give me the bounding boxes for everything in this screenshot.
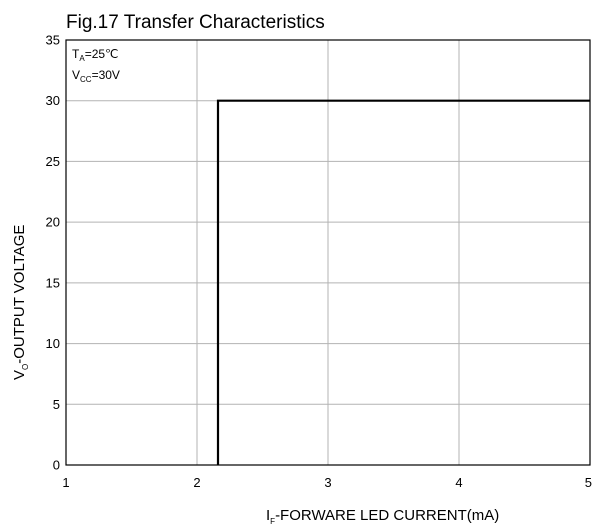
plot-frame [65,39,591,466]
condition-vcc: VCC=30V [72,68,120,84]
condition-vcc-main: V [72,68,80,82]
x-tick-label-0: 1 [62,475,69,490]
condition-ta-sub: A [79,54,85,63]
y-tick-label-3: 15 [46,275,60,290]
condition-ta-main: T [72,47,80,61]
series-line-0 [216,99,590,465]
chart-title: Fig.17 Transfer Characteristics [66,12,325,33]
y-tick-labels: 0 5 10 15 20 25 30 35 [46,33,60,473]
y-tick-label-7: 35 [46,33,60,48]
y-tick-label-4: 20 [46,215,60,230]
y-tick-label-5: 25 [46,154,60,169]
condition-ta: TA=25℃ [72,47,119,63]
condition-ta-rest: =25℃ [85,47,119,61]
y-tick-label-1: 5 [53,397,60,412]
y-axis-label-rest: -OUTPUT VOLTAGE [11,225,28,364]
y-tick-label-2: 10 [46,336,60,351]
series-layer [216,99,590,465]
x-tick-label-4: 5 [585,475,592,490]
y-axis-label-sub: O [21,364,30,370]
grid [66,40,590,465]
x-tick-labels: 1 2 3 4 5 [62,475,592,490]
x-axis-label: IF-FORWARE LED CURRENT(mA) [266,507,499,526]
condition-vcc-sub: CC [80,75,92,84]
y-axis-label-main: V [11,370,28,380]
x-tick-label-1: 2 [193,475,200,490]
y-tick-label-6: 30 [46,93,60,108]
x-axis-label-main: I [266,507,270,524]
x-tick-label-3: 4 [455,475,462,490]
y-tick-label-0: 0 [53,458,60,473]
x-tick-label-2: 3 [324,475,331,490]
condition-vcc-rest: =30V [92,68,120,82]
x-axis-label-rest: -FORWARE LED CURRENT(mA) [275,507,499,524]
y-axis-label: VO-OUTPUT VOLTAGE [11,225,30,380]
x-axis-label-sub: F [270,517,275,526]
